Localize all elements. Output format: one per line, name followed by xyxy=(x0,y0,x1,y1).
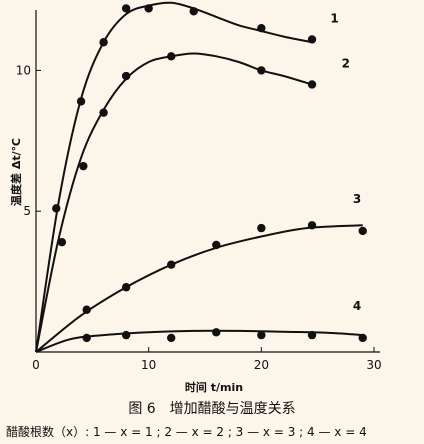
series-3-point xyxy=(307,221,317,230)
series-4-point xyxy=(82,333,91,343)
series-2-curve xyxy=(35,52,313,353)
series-4-point xyxy=(167,333,176,343)
series-1-point xyxy=(99,38,108,47)
series-1-point xyxy=(189,7,198,16)
series-1-point xyxy=(76,97,86,106)
series-2-point xyxy=(167,52,176,61)
x-tick-label: 30 xyxy=(366,358,381,372)
series-4-label: 4 xyxy=(353,299,361,313)
series-1-label: 1 xyxy=(330,12,338,26)
series-4-point xyxy=(358,333,367,343)
series-4-curve xyxy=(35,329,363,353)
series-1-point xyxy=(52,204,61,213)
x-axis-label: 时间 t/min xyxy=(185,380,243,394)
series-4-point xyxy=(257,330,266,340)
series-3-point xyxy=(121,283,131,292)
series-2-label: 2 xyxy=(342,57,350,71)
curves xyxy=(35,1,363,353)
series-3-point xyxy=(358,226,367,236)
series-1-point xyxy=(257,23,266,33)
series-2-point xyxy=(79,161,88,171)
figure-caption: 图 6 增加醋酸与温度关系 xyxy=(128,401,296,417)
series-4-point xyxy=(212,328,221,337)
series-1-point xyxy=(121,4,131,13)
series-3-point xyxy=(167,260,176,269)
y-tick-label: 10 xyxy=(16,63,31,77)
y-tick-label: 5 xyxy=(23,204,31,218)
series-3-point xyxy=(212,240,221,250)
series-labels: 1 2 3 4 xyxy=(330,12,361,313)
x-tick-label: 20 xyxy=(254,358,269,372)
series-3-point xyxy=(82,305,91,314)
x-tick-label: 10 xyxy=(141,358,156,372)
y-axis-label: 温度差 Δt/℃ xyxy=(9,138,23,206)
data-points xyxy=(52,4,367,343)
series-1-point xyxy=(307,35,317,44)
series-3-label: 3 xyxy=(353,192,361,206)
series-2-point xyxy=(99,108,108,117)
series-2-point xyxy=(307,80,317,89)
figure-note: 醋酸根数（x）: 1 — x = 1 ; 2 — x = 2 ; 3 — x =… xyxy=(6,425,367,439)
series-1-point xyxy=(144,4,153,13)
series-1-point xyxy=(57,237,67,247)
chart: 0 10 20 30 5 10 1 2 3 4 时间 t/min 温度差 Δt/℃ xyxy=(9,1,382,394)
series-4-point xyxy=(121,330,131,340)
series-3-point xyxy=(257,223,266,233)
x-tick-label: 0 xyxy=(32,358,40,372)
series-2-point xyxy=(257,66,266,75)
axes: 0 10 20 30 5 10 xyxy=(16,10,382,372)
series-4-point xyxy=(307,330,317,340)
series-2-point xyxy=(121,71,131,81)
